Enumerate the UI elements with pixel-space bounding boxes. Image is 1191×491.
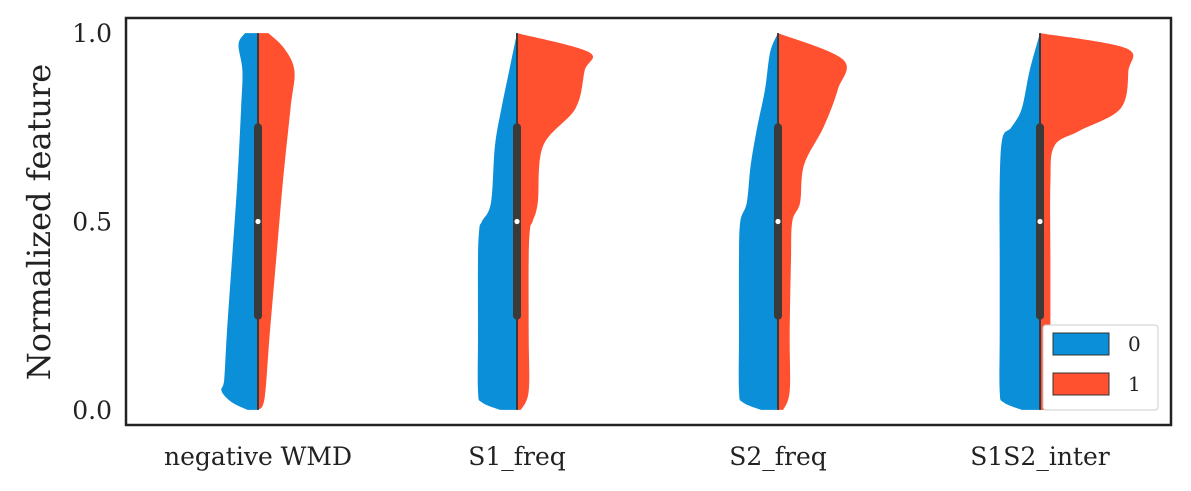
x-tick-label: S1_freq (468, 442, 566, 471)
violin-half-0 (999, 33, 1040, 410)
legend: 0 1 (1042, 324, 1159, 411)
violin-half-1 (1040, 33, 1134, 410)
violin-median-dot (775, 218, 781, 225)
y-tick-label: 0.5 (72, 208, 112, 237)
x-axis-ticks: negative WMD S1_freq S2_freq S1S2_inter (164, 442, 1110, 471)
violin-half-1 (778, 33, 847, 410)
violin-1 (477, 33, 594, 410)
violin-0 (221, 33, 295, 410)
violin-3 (999, 33, 1134, 410)
violin-median-dot (1037, 218, 1043, 225)
y-tick-label: 0.0 (72, 396, 112, 425)
y-tick-label: 1.0 (72, 19, 112, 48)
violin-median-dot (514, 218, 520, 225)
plot-frame (124, 16, 1173, 427)
legend-label-1: 1 (1128, 372, 1141, 396)
legend-swatch-1 (1052, 372, 1110, 396)
violin-half-1 (258, 33, 295, 410)
x-tick-label: S1S2_inter (970, 442, 1110, 471)
legend-swatch-0 (1052, 332, 1110, 356)
legend-label-0: 0 (1128, 332, 1141, 356)
y-axis-label: Normalized feature (20, 64, 58, 380)
violin-half-0 (738, 33, 778, 410)
violin-half-0 (477, 33, 517, 410)
x-tick-label: S2_freq (729, 442, 827, 471)
violin-half-0 (221, 33, 258, 410)
violin-median-dot (255, 218, 261, 225)
y-axis-ticks: 0.0 0.5 1.0 (72, 19, 112, 425)
x-tick-label: negative WMD (164, 442, 352, 471)
violin-2 (738, 33, 847, 410)
violins-group (221, 33, 1134, 410)
violin-half-1 (517, 33, 594, 410)
